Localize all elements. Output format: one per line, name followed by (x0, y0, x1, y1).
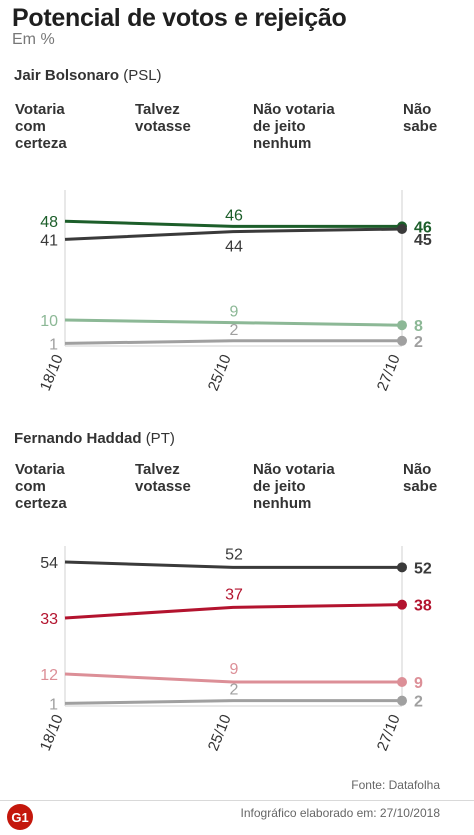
series-line (64, 219, 402, 228)
data-label-start: 1 (49, 696, 58, 713)
series-end-point (397, 677, 407, 687)
series-line (64, 699, 402, 705)
x-tick-label: 27/10 (374, 712, 404, 753)
data-label-end: 46 (414, 219, 432, 236)
g1-logo: G1 (7, 804, 33, 830)
page-title: Potencial de votos e rejeição (12, 4, 347, 32)
credit-note: Infográfico elaborado em: 27/10/2018 (240, 806, 440, 820)
data-label-start: 10 (40, 313, 58, 330)
data-label-mid: 9 (230, 304, 239, 321)
x-tick-label: 25/10 (205, 352, 235, 393)
source-note: Fonte: Datafolha (351, 778, 440, 792)
data-label-end: 45 (414, 232, 432, 249)
data-label-mid: 37 (225, 586, 243, 603)
x-tick-label: 18/10 (37, 712, 67, 753)
x-tick-label: 18/10 (37, 352, 67, 393)
data-label-end: 8 (414, 318, 423, 335)
x-tick-label: 27/10 (374, 352, 404, 393)
cand2-category-2: Talvez votasse (135, 461, 191, 495)
data-label-mid: 46 (225, 207, 243, 224)
cand2-category-3: Não votaria de jeito nenhum (253, 461, 335, 512)
data-label-end: 9 (414, 675, 423, 692)
data-label-end: 2 (414, 334, 423, 351)
data-label-start: 12 (40, 667, 58, 684)
series-end-point (397, 562, 407, 573)
data-label-start: 48 (40, 214, 58, 231)
cand1-category-3: Não votaria de jeito nenhum (253, 101, 335, 152)
candidate-2-party: (PT) (145, 430, 175, 447)
data-label-end: 52 (414, 560, 432, 577)
data-label-end: 2 (414, 694, 423, 711)
data-label-start: 33 (40, 611, 58, 628)
series-line (64, 339, 402, 345)
footer-divider (0, 800, 474, 801)
candidate-1-party: (PSL) (123, 67, 162, 84)
series-end-point (397, 599, 407, 610)
g1-logo-text: G1 (11, 810, 28, 825)
candidate-2-heading: Fernando Haddad (PT) (14, 430, 175, 447)
series-line (64, 227, 403, 241)
candidate-2-name: Fernando Haddad (14, 430, 142, 447)
data-label-mid: 2 (230, 322, 239, 339)
series-end-point (397, 335, 407, 346)
cand1-category-2: Talvez votasse (135, 101, 191, 135)
data-label-mid: 2 (230, 682, 239, 699)
data-label-start: 54 (40, 555, 58, 572)
series-line (64, 672, 402, 684)
series-line (64, 560, 402, 569)
data-label-end: 38 (414, 598, 432, 615)
series-end-point (397, 320, 407, 331)
series-line (64, 603, 403, 620)
x-tick-label: 25/10 (205, 712, 235, 753)
data-label-mid: 9 (230, 661, 239, 678)
data-label-start: 41 (40, 232, 58, 249)
cand1-category-4: Não sabe (403, 101, 438, 135)
series-end-point (397, 695, 407, 706)
chart-bolsonaro: 18/10 25/10 27/10 48 46 46 41 44 45 10 9 8 1 2 2 (37, 190, 432, 393)
data-label-mid: 44 (225, 239, 243, 256)
data-label-start: 1 (49, 336, 58, 353)
data-label-mid: 52 (225, 546, 243, 563)
cand2-category-4: Não sabe (403, 461, 438, 495)
cand1-category-1: Votaria com certeza (15, 101, 67, 152)
series-line (64, 318, 403, 327)
page-subtitle: Em % (12, 31, 55, 48)
series-end-point (397, 224, 407, 234)
candidate-1-name: Jair Bolsonaro (14, 67, 120, 84)
candidate-1-heading: Jair Bolsonaro (PSL) (14, 67, 162, 84)
cand2-category-1: Votaria com certeza (15, 461, 67, 512)
